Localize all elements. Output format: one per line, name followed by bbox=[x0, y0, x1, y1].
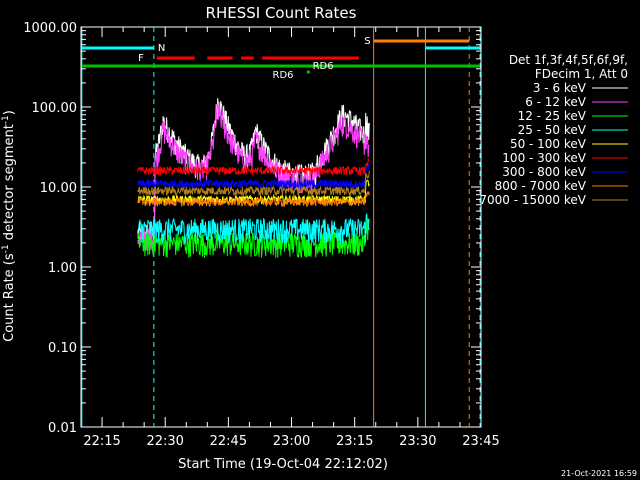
series-line-6 bbox=[137, 163, 370, 190]
y-tick-label: 100.00 bbox=[32, 101, 78, 116]
legend-label-7: 800 - 7000 keV bbox=[495, 179, 587, 193]
flag-label-1: F bbox=[138, 53, 144, 64]
x-tick-label: 23:45 bbox=[462, 434, 499, 449]
y-tick-label: 0.10 bbox=[48, 341, 77, 356]
x-tick-label: 22:45 bbox=[210, 434, 247, 449]
legend-label-5: 100 - 300 keV bbox=[502, 151, 586, 165]
flag-label-4: RD6 bbox=[313, 61, 334, 72]
x-tick-label: 23:00 bbox=[273, 434, 310, 449]
legend-label-6: 300 - 800 keV bbox=[502, 165, 586, 179]
plot-area bbox=[80, 26, 482, 428]
legend-label-2: 12 - 25 keV bbox=[518, 109, 587, 123]
rd6-marker bbox=[306, 70, 310, 74]
flag-label-0: N bbox=[158, 43, 165, 54]
x-tick-label: 22:30 bbox=[146, 434, 183, 449]
series-line-5 bbox=[137, 157, 370, 177]
y-tick-label: 1.00 bbox=[48, 261, 77, 276]
series-line-3 bbox=[137, 212, 370, 245]
x-tick-label: 22:15 bbox=[83, 434, 120, 449]
flag-label-2: S bbox=[364, 36, 370, 47]
legend-label-3: 25 - 50 keV bbox=[518, 123, 587, 137]
y-axis-label: Count Rate (s-1 detector segment-1) bbox=[1, 110, 17, 342]
y-tick-label: 1000.00 bbox=[23, 21, 77, 36]
series-line-1 bbox=[137, 101, 370, 252]
legend-header-2: FDecim 1, Att 0 bbox=[535, 67, 628, 81]
legend-label-4: 50 - 100 keV bbox=[510, 137, 587, 151]
chart-title: RHESSI Count Rates bbox=[206, 4, 357, 22]
y-tick-label: 10.00 bbox=[40, 181, 77, 196]
x-axis-label: Start Time (19-Oct-04 22:12:02) bbox=[178, 457, 388, 472]
plot-frame bbox=[80, 26, 482, 428]
series-line-7 bbox=[137, 191, 370, 208]
series-line-8 bbox=[137, 170, 370, 197]
legend-label-8: 7000 - 15000 keV bbox=[479, 193, 586, 207]
legend-header-1: Det 1f,3f,4f,5f,6f,9f, bbox=[509, 53, 628, 67]
legend-label-0: 3 - 6 keV bbox=[533, 81, 587, 95]
generation-timestamp: 21-Oct-2021 16:59 bbox=[561, 469, 637, 478]
y-tick-label: 0.01 bbox=[48, 421, 77, 436]
x-tick-label: 23:30 bbox=[399, 434, 436, 449]
legend-label-1: 6 - 12 keV bbox=[525, 95, 587, 109]
flag-label-3: RD6 bbox=[273, 70, 294, 81]
x-tick-label: 23:15 bbox=[336, 434, 373, 449]
legend: Det 1f,3f,4f,5f,6f,9f, FDecim 1, Att 0 3… bbox=[479, 53, 628, 207]
